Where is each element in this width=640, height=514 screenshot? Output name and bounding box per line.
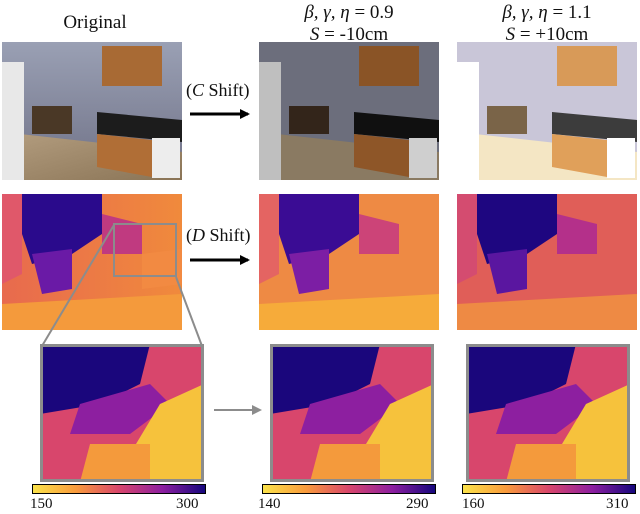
params-eq: = 1.1 bbox=[547, 2, 592, 23]
depth-shift-label: (D Shift) bbox=[186, 225, 251, 246]
original-header: Original bbox=[63, 12, 127, 33]
shift-plus-depth-map bbox=[457, 194, 637, 330]
shift-minus-kitchen-photo bbox=[259, 42, 439, 180]
depth-shift-arrow bbox=[190, 255, 250, 265]
color-shift-arrow bbox=[190, 109, 250, 119]
zoom-arrow bbox=[214, 405, 262, 415]
original-depth-map bbox=[2, 194, 182, 330]
paren: ( bbox=[186, 80, 192, 100]
params-vars: β, γ, η bbox=[304, 2, 350, 23]
colorbar-original-max: 300 bbox=[176, 496, 199, 512]
colorbar-shift-plus-max: 310 bbox=[606, 496, 629, 512]
s-var: S bbox=[505, 24, 516, 45]
params-vars: β, γ, η bbox=[502, 2, 548, 23]
shift-minus-header: β, γ, η = 0.9 S = -10cm bbox=[258, 2, 440, 46]
colorbar-shift-plus-min: 160 bbox=[462, 496, 485, 512]
shift-plus-header: β, γ, η = 1.1 S = +10cm bbox=[456, 2, 638, 46]
colorbar-original bbox=[32, 484, 206, 494]
shift-plus-kitchen-photo bbox=[457, 42, 637, 180]
colorbar-shift-minus-min: 140 bbox=[258, 496, 281, 512]
colorbar-shift-minus-max: 290 bbox=[406, 496, 429, 512]
colorbar-shift-plus bbox=[462, 484, 636, 494]
shift-plus-zoom-crop bbox=[466, 344, 630, 482]
colorbar-shift-minus bbox=[262, 484, 436, 494]
shift-minus-depth-map bbox=[259, 194, 439, 330]
params-eq: = 0.9 bbox=[349, 2, 394, 23]
s-var: S bbox=[309, 24, 320, 45]
original-kitchen-photo bbox=[2, 42, 182, 180]
shift-word: Shift) bbox=[204, 80, 250, 100]
original-zoom-crop bbox=[40, 344, 204, 482]
paren: ( bbox=[186, 225, 192, 245]
s-value: = -10cm bbox=[319, 24, 389, 45]
shift-word: Shift) bbox=[205, 225, 251, 245]
s-value: = +10cm bbox=[515, 24, 589, 45]
shift-minus-zoom-crop bbox=[270, 344, 434, 482]
color-shift-var: C bbox=[192, 80, 205, 100]
color-shift-label: (C Shift) bbox=[186, 80, 250, 101]
colorbar-original-min: 150 bbox=[30, 496, 53, 512]
depth-shift-var: D bbox=[192, 225, 205, 245]
